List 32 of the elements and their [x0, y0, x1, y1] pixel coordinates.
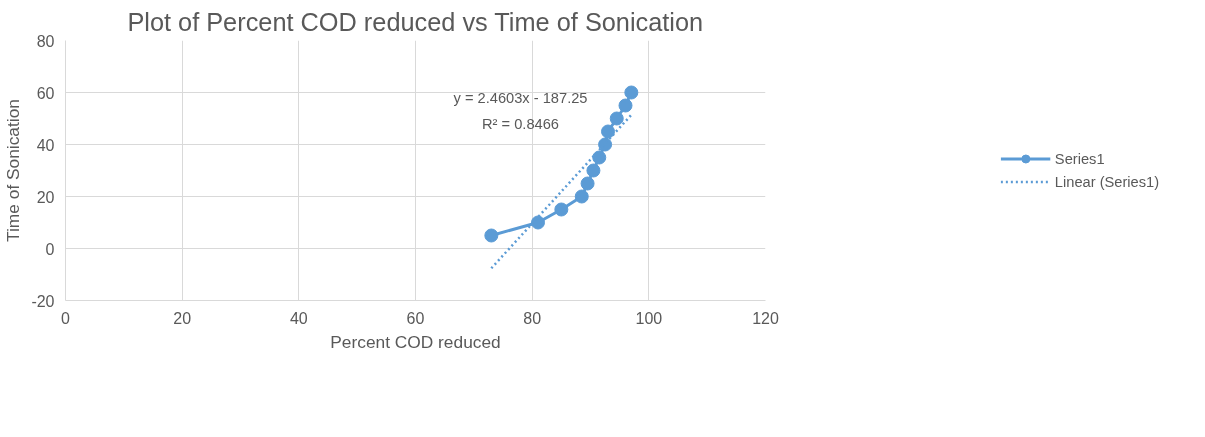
y-tick-label: -20	[31, 292, 55, 310]
x-tick-label: 120	[752, 309, 779, 327]
point	[624, 85, 639, 100]
point	[618, 98, 633, 113]
x-tick-label: 40	[289, 309, 308, 327]
x-tick-label: 60	[406, 309, 425, 327]
y-axis-title: Time of Sonication	[3, 99, 24, 242]
point	[554, 202, 569, 217]
point	[586, 163, 601, 178]
x-tick-label: 0	[61, 309, 71, 327]
legend-label: Series1	[1054, 150, 1105, 167]
chart-title: Plot of Percent COD reduced vs Time of Sonication	[127, 7, 704, 36]
x-axis-title: Percent COD reduced	[330, 331, 501, 352]
x-tick-label: 100	[635, 309, 663, 327]
point	[609, 111, 624, 126]
y-tick-label: 60	[36, 84, 55, 102]
point	[592, 150, 607, 165]
x-tick-label: 80	[523, 309, 542, 327]
x-tick-label: 20	[173, 309, 192, 327]
point	[484, 228, 499, 243]
annotation: y = 2.4603x - 187.25	[453, 89, 588, 106]
point	[580, 176, 595, 191]
y-tick-label: 20	[36, 188, 55, 206]
annotation: R² = 0.8466	[482, 115, 559, 132]
y-tick-label: 80	[36, 32, 55, 50]
legend-label: Linear (Series1)	[1054, 173, 1160, 190]
y-tick-label: 40	[36, 136, 55, 154]
point	[601, 124, 615, 139]
point	[598, 137, 613, 152]
y-tick-label: 0	[45, 240, 55, 258]
point	[574, 189, 589, 204]
point	[531, 215, 545, 230]
